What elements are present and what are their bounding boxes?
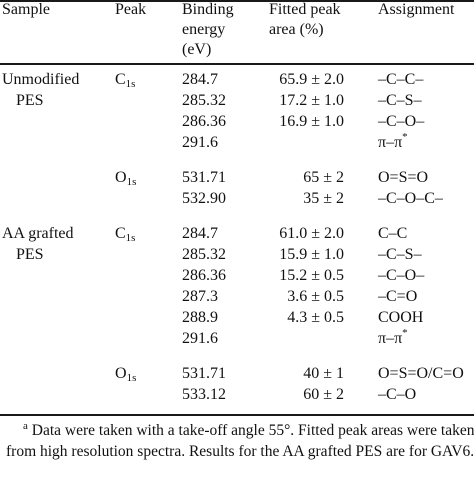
assignment-text: C–C (378, 225, 408, 242)
header-binding-energy-3: (eV) (182, 41, 212, 58)
cell-sample: PES (16, 92, 44, 109)
cell-fitted-area: 17.2 ± 1.0 (279, 92, 344, 109)
cell-peak: O1s (115, 364, 136, 385)
cell-peak: C1s (115, 70, 135, 91)
cell-binding-energy: 291.6 (182, 330, 218, 347)
header-sample: Sample (2, 1, 50, 18)
peak-element: O (115, 169, 127, 186)
cell-fitted-area: 61.0 ± 2.0 (279, 225, 344, 242)
cell-binding-energy: 531.71 (182, 169, 226, 186)
cell-assignment: –C–S– (378, 91, 422, 111)
cell-fitted-area: 3.6 ± 0.5 (287, 288, 344, 305)
cell-assignment: C–C (378, 224, 407, 244)
cell-fitted-area: 65.9 ± 2.0 (279, 71, 344, 88)
cell-binding-energy: 288.9 (182, 309, 218, 326)
header-fitted-area-2: area (%) (269, 21, 324, 38)
assignment-text: COOH (378, 309, 424, 326)
footnote-text: Data were taken with a take-off angle 55… (6, 422, 474, 460)
cell-binding-energy: 285.32 (182, 246, 226, 263)
cell-binding-energy: 286.36 (182, 267, 226, 284)
assignment-text: –C–S– (378, 246, 422, 263)
assignment-text: π–π (378, 134, 403, 151)
assignment-text: –C=O (378, 288, 418, 305)
cell-binding-energy: 291.6 (182, 134, 218, 151)
header-fitted-area-1: Fitted peak (269, 1, 341, 18)
assignment-superscript: * (402, 327, 408, 339)
assignment-text: π–π (378, 330, 403, 347)
assignment-text: –C–O–C– (378, 190, 443, 207)
table-footnote: a Data were taken with a take-off angle … (6, 420, 474, 461)
cell-assignment: –C–O (378, 385, 416, 405)
cell-sample: PES (16, 246, 44, 263)
peak-element: C (115, 71, 126, 88)
cell-fitted-area: 4.3 ± 0.5 (287, 309, 344, 326)
cell-peak: C1s (115, 224, 135, 245)
cell-assignment: –C–C– (378, 70, 423, 90)
cell-assignment: –C=O (378, 287, 417, 307)
cell-peak: O1s (115, 168, 136, 189)
cell-assignment: π–π* (378, 327, 408, 350)
assignment-text: O=S=O/C=O (378, 365, 464, 382)
header-binding-energy-2: energy (182, 21, 226, 38)
assignment-text: –C–O– (378, 113, 425, 130)
assignment-text: –C–O– (378, 267, 425, 284)
peak-orbital: 1s (126, 176, 137, 188)
header-peak: Peak (115, 1, 147, 18)
peak-orbital: 1s (125, 78, 136, 90)
header-assignment: Assignment (378, 1, 455, 18)
cell-fitted-area: 60 ± 2 (303, 386, 344, 403)
cell-binding-energy: 532.90 (182, 190, 226, 207)
cell-fitted-area: 35 ± 2 (303, 190, 344, 207)
cell-sample: AA grafted (2, 225, 74, 242)
peak-orbital: 1s (126, 372, 137, 384)
cell-fitted-area: 15.9 ± 1.0 (279, 246, 344, 263)
cell-assignment: COOH (378, 308, 423, 328)
assignment-text: –C–S– (378, 92, 422, 109)
assignment-text: O=S=O (378, 169, 429, 186)
header-bottom-rule (0, 63, 474, 65)
peak-element: O (115, 365, 127, 382)
cell-fitted-area: 16.9 ± 1.0 (279, 113, 344, 130)
cell-assignment: π–π* (378, 131, 408, 154)
cell-fitted-area: 40 ± 1 (303, 365, 344, 382)
cell-binding-energy: 287.3 (182, 288, 218, 305)
assignment-text: –C–C– (378, 71, 424, 88)
footnote-marker: a (23, 420, 28, 432)
cell-fitted-area: 65 ± 2 (303, 169, 344, 186)
header-binding-energy-1: Binding (182, 1, 234, 18)
cell-sample: Unmodified (2, 71, 80, 88)
cell-assignment: –C–O–C– (378, 189, 443, 209)
peak-orbital: 1s (125, 232, 136, 244)
table-top-rule (0, 0, 474, 2)
cell-assignment: –C–O– (378, 112, 424, 132)
cell-assignment: –C–S– (378, 245, 422, 265)
cell-assignment: O=S=O/C=O (378, 364, 464, 384)
cell-binding-energy: 531.71 (182, 365, 226, 382)
cell-fitted-area: 15.2 ± 0.5 (279, 267, 344, 284)
assignment-text: –C–O (378, 386, 417, 403)
cell-binding-energy: 286.36 (182, 113, 226, 130)
table-bottom-rule (0, 414, 474, 416)
cell-binding-energy: 533.12 (182, 386, 226, 403)
peak-element: C (115, 225, 126, 242)
cell-binding-energy: 285.32 (182, 92, 226, 109)
assignment-superscript: * (402, 131, 408, 143)
cell-assignment: O=S=O (378, 168, 428, 188)
cell-assignment: –C–O– (378, 266, 424, 286)
cell-binding-energy: 284.7 (182, 71, 218, 88)
cell-binding-energy: 284.7 (182, 225, 218, 242)
